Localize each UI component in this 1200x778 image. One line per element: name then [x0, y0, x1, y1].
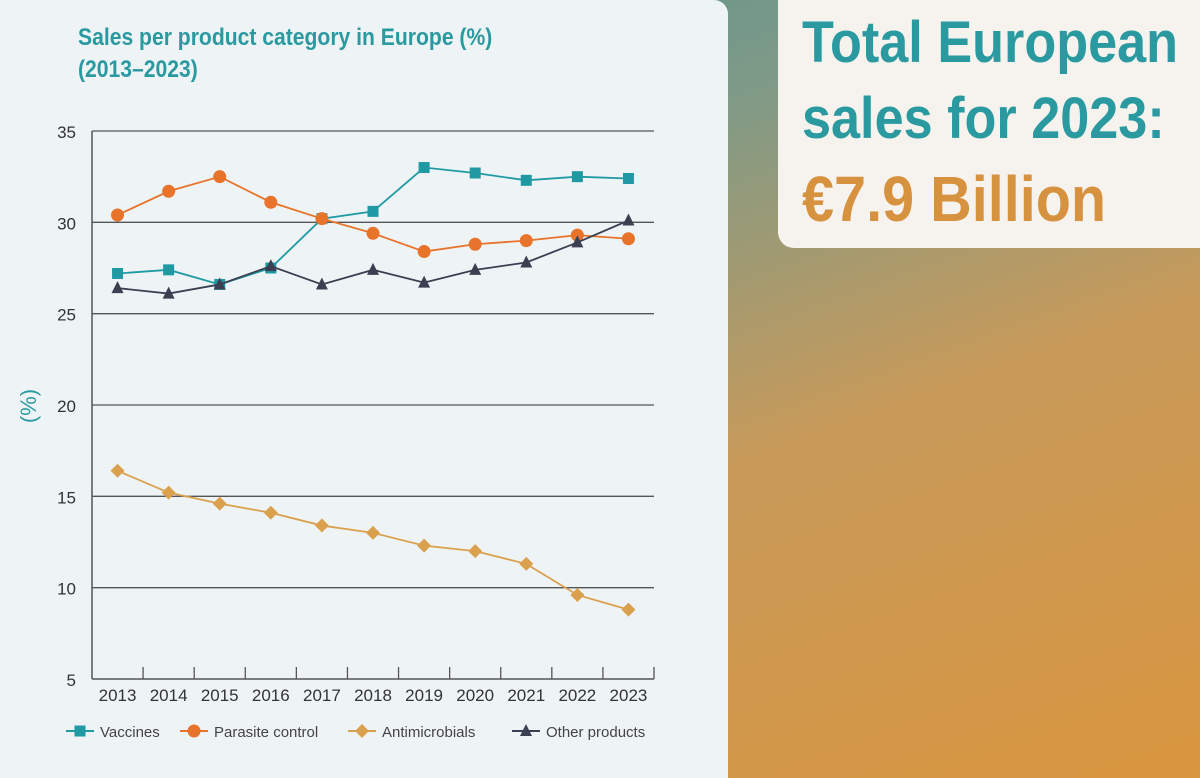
- x-tick-label: 2018: [354, 686, 392, 705]
- x-tick-label: 2019: [405, 686, 443, 705]
- title-line: Sales per product category in Europe (%): [78, 24, 493, 51]
- legend-other-products-label: Other products: [546, 724, 645, 741]
- line-chart: 5 10 15 20 25 30 35 2013 2014 2015 2016 2017 2018 201…: [16, 123, 655, 741]
- chart-title: Sales per product category in Europe (%)…: [78, 22, 492, 86]
- x-tick-label: 2023: [610, 686, 648, 705]
- antimicrobials-point: [110, 463, 125, 478]
- parasite-control-point: [621, 232, 635, 246]
- y-tick-label: 35: [57, 123, 76, 142]
- antimicrobials-point: [263, 505, 278, 520]
- x-tick-label: 2022: [558, 686, 596, 705]
- parasite-control-point: [213, 170, 227, 184]
- antimicrobials-line: [117, 469, 629, 611]
- parasite-control-point: [315, 212, 329, 226]
- headline-line-1: Total European: [802, 10, 1179, 75]
- legend-vaccines-marker: [74, 725, 86, 737]
- vaccines-point: [520, 174, 532, 186]
- y-tick-label: 15: [57, 488, 76, 507]
- x-tick-label: 2016: [252, 686, 290, 705]
- legend-parasite-control-marker: [187, 724, 201, 738]
- antimicrobials-point: [161, 485, 176, 500]
- vaccines-point: [622, 172, 634, 184]
- legend-vaccines-label: Vaccines: [100, 724, 160, 741]
- other-products-point: [520, 255, 533, 268]
- headline-card: [778, 0, 1200, 248]
- vaccines-point: [163, 264, 175, 276]
- x-tick-label: 2021: [507, 686, 545, 705]
- other-products-point: [418, 275, 431, 288]
- other-products-point: [162, 286, 175, 299]
- vaccines-point: [418, 162, 430, 174]
- y-tick-label: 20: [57, 397, 76, 416]
- y-tick-label: 10: [57, 580, 76, 599]
- antimicrobials-point: [570, 587, 585, 602]
- other-products-point: [469, 262, 482, 275]
- y-tick-label: 5: [67, 671, 76, 690]
- parasite-control-point: [570, 228, 584, 242]
- parasite-control-point: [111, 208, 125, 222]
- headline-line-2: sales for 2023:: [802, 86, 1165, 151]
- vaccines-point: [367, 205, 379, 217]
- other-products-point: [111, 281, 124, 294]
- x-tick-label: 2014: [150, 686, 188, 705]
- x-tick-label: 2017: [303, 686, 341, 705]
- chart-panel: Sales per product category in Europe (%)…: [0, 0, 728, 778]
- other-products-point: [213, 277, 226, 290]
- parasite-control-point: [417, 245, 431, 259]
- y-tick-label: 25: [57, 306, 76, 325]
- other-products-point: [315, 277, 328, 290]
- other-products-point: [571, 235, 584, 248]
- other-products-point: [367, 262, 379, 275]
- antimicrobials-point: [519, 556, 534, 571]
- antimicrobials-point: [468, 544, 483, 559]
- parasite-control-point: [468, 237, 482, 251]
- x-tick-label: 2015: [201, 686, 239, 705]
- subtitle-line: (2013–2023): [78, 56, 198, 83]
- other-products-point: [264, 259, 277, 272]
- vaccines-point: [112, 267, 124, 279]
- y-axis-label: (%): [16, 389, 41, 423]
- x-tick-label: 2020: [456, 686, 494, 705]
- parasite-control-point: [162, 184, 176, 198]
- y-tick-label: 30: [57, 214, 76, 233]
- vaccines-point: [469, 167, 481, 179]
- antimicrobials-point: [417, 538, 432, 553]
- legend-antimicrobials-marker: [355, 724, 369, 738]
- x-tick-label: 2013: [99, 686, 137, 705]
- antimicrobials-point: [314, 518, 329, 533]
- other-products-point: [622, 213, 635, 226]
- legend-parasite-control-label: Parasite control: [214, 724, 318, 741]
- parasite-control-point: [366, 226, 380, 240]
- parasite-control-point: [264, 195, 278, 209]
- antimicrobials-point: [212, 496, 227, 511]
- headline-amount: €7.9 Billion: [802, 163, 1107, 235]
- parasite-control-point: [519, 234, 533, 248]
- legend-other-products-marker: [520, 724, 532, 736]
- vaccines-point: [571, 171, 583, 183]
- antimicrobials-point: [366, 525, 380, 540]
- legend-antimicrobials-label: Antimicrobials: [382, 724, 475, 741]
- antimicrobials-point: [621, 602, 636, 617]
